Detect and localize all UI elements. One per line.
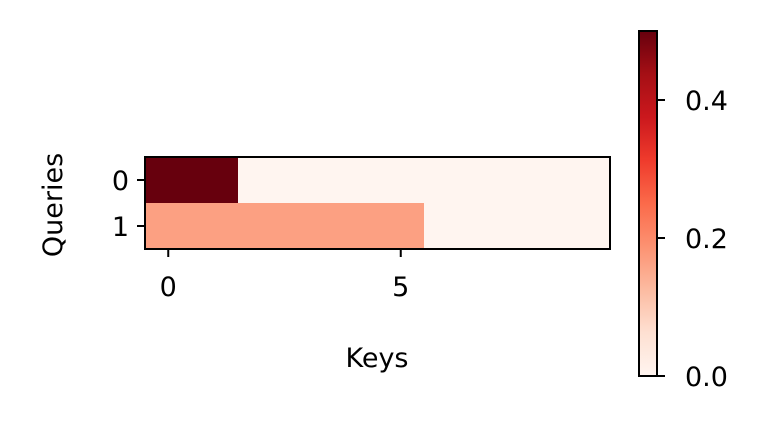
colorbar-tick-label: 0.0 <box>685 362 728 393</box>
heatmap-cells <box>145 157 611 250</box>
heatmap-cell <box>191 203 239 250</box>
heatmap-cell <box>563 203 611 250</box>
heatmap-cell <box>563 157 611 204</box>
plot-frame <box>144 156 611 250</box>
y-axis-ticks: 01 <box>112 166 145 243</box>
heatmap-cell <box>517 203 565 250</box>
heatmap-cell <box>191 157 239 204</box>
heatmap-cell <box>470 157 518 204</box>
x-tick-label: 5 <box>392 272 409 303</box>
heatmap-cell <box>331 203 379 250</box>
heatmap-cell <box>424 203 472 250</box>
heatmap-cell <box>517 157 565 204</box>
y-tick-label: 0 <box>112 166 129 197</box>
heatmap-cell <box>238 203 286 250</box>
heatmap-cell <box>145 157 193 204</box>
y-tick-label: 1 <box>112 212 129 243</box>
heatmap-cell <box>331 157 379 204</box>
x-tick-label: 0 <box>160 272 177 303</box>
colorbar-tick-label: 0.2 <box>685 224 728 255</box>
heatmap-cell <box>424 157 472 204</box>
heatmap-cell <box>284 157 332 204</box>
heatmap-cell <box>377 203 425 250</box>
heatmap-cell <box>377 157 425 204</box>
colorbar <box>638 30 658 377</box>
heatmap-cell <box>284 203 332 250</box>
heatmap-cell <box>470 203 518 250</box>
y-axis-label: Queries <box>38 153 69 257</box>
colorbar-ticks: 0.0 0.2 0.4 <box>657 86 728 393</box>
colorbar-tick-label: 0.4 <box>685 86 728 117</box>
heatmap-cell <box>238 157 286 204</box>
x-axis-label: Keys <box>345 343 408 374</box>
heatmap-cell <box>145 203 193 250</box>
